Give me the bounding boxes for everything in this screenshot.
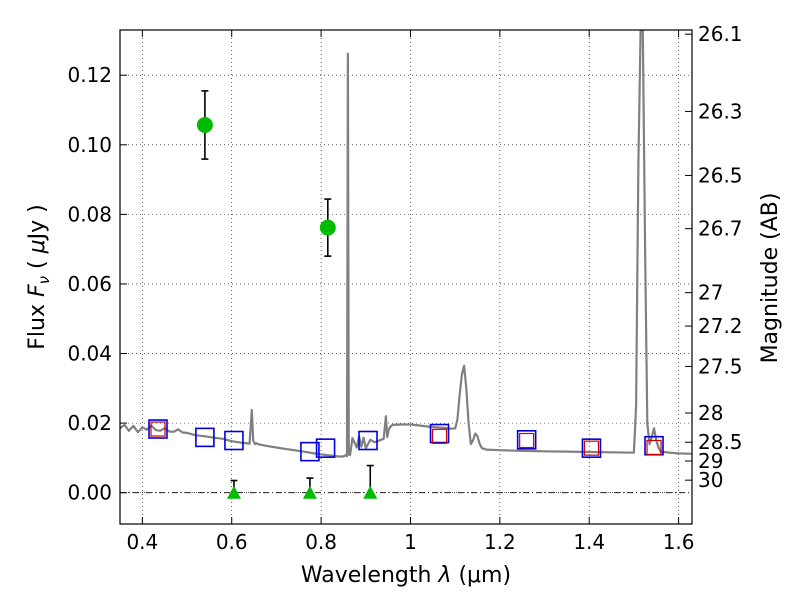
y-tick-label: 0.06 — [67, 272, 112, 296]
y-tick-label: 0.04 — [67, 342, 112, 366]
y-tick-label: 0.08 — [67, 202, 112, 226]
magnitude-tick-label: 29 — [698, 449, 723, 473]
magnitude-tick-label: 26.7 — [698, 217, 743, 241]
x-tick-label: 1.2 — [484, 530, 516, 554]
model-photometry-square — [224, 430, 244, 451]
y-axis-label: Flux Fν ( μJy ) — [25, 204, 53, 349]
observed-photometry-box — [519, 432, 535, 449]
detection-point — [319, 219, 336, 236]
model-photometry-square — [195, 427, 215, 448]
x-tick-label: 1.6 — [663, 530, 695, 554]
observed-photometry-box — [150, 421, 166, 437]
magnitude-tick-label: 26.1 — [698, 22, 743, 46]
y-tick-label: 0.10 — [67, 133, 112, 157]
plot-area — [120, 30, 692, 499]
x-tick-label: 0.8 — [305, 530, 337, 554]
model-photometry-square — [358, 430, 378, 451]
grid — [120, 30, 692, 524]
magnitude-tick-label: 28 — [698, 401, 723, 425]
magnitude-tick-label: 30 — [698, 468, 723, 492]
x-tick-label: 1 — [404, 530, 417, 554]
magnitude-axis-label: Magnitude (AB) — [758, 193, 783, 364]
x-tick-label: 1.4 — [573, 530, 605, 554]
x-tick-label: 0.4 — [126, 530, 158, 554]
model-photometry-square — [429, 423, 450, 444]
observed-photometry-box — [431, 428, 448, 444]
magnitude-tick-label: 26.3 — [698, 99, 743, 123]
y-tick-label: 0.12 — [67, 63, 112, 87]
y-tick-label: 0.00 — [67, 481, 112, 505]
upper-limit-point — [302, 485, 317, 499]
y-tick-label: 0.02 — [67, 411, 112, 435]
model-photometry-square — [581, 438, 602, 458]
upper-limit-point — [363, 485, 378, 499]
magnitude-tick-label: 27 — [698, 281, 723, 305]
x-tick-label: 0.6 — [216, 530, 248, 554]
upper-limit-point — [226, 485, 241, 499]
magnitude-tick-label: 28.5 — [698, 430, 743, 454]
model-photometry-square — [315, 438, 336, 458]
magnitude-tick-label: 26.5 — [698, 163, 743, 187]
model-photometry-square — [148, 419, 168, 439]
x-axis-label: Wavelength λ (μm) — [301, 563, 511, 588]
detection-point — [196, 116, 213, 133]
magnitude-tick-label: 27.5 — [698, 354, 743, 378]
y-axis: 0.00 0.02 0.04 0.06 0.08 0.10 0.12 — [67, 63, 127, 505]
x-axis: 0.4 0.6 0.8 1 1.2 1.4 1.6 — [126, 30, 695, 554]
plot-background — [120, 30, 692, 524]
model-photometry-square — [516, 430, 537, 450]
observed-photometry-box — [646, 439, 662, 456]
plot-frame — [119, 29, 693, 525]
observed-photometry-box — [583, 440, 600, 456]
model-photometry-square — [300, 441, 320, 462]
magnitude-tick-label: 27.2 — [698, 314, 743, 338]
